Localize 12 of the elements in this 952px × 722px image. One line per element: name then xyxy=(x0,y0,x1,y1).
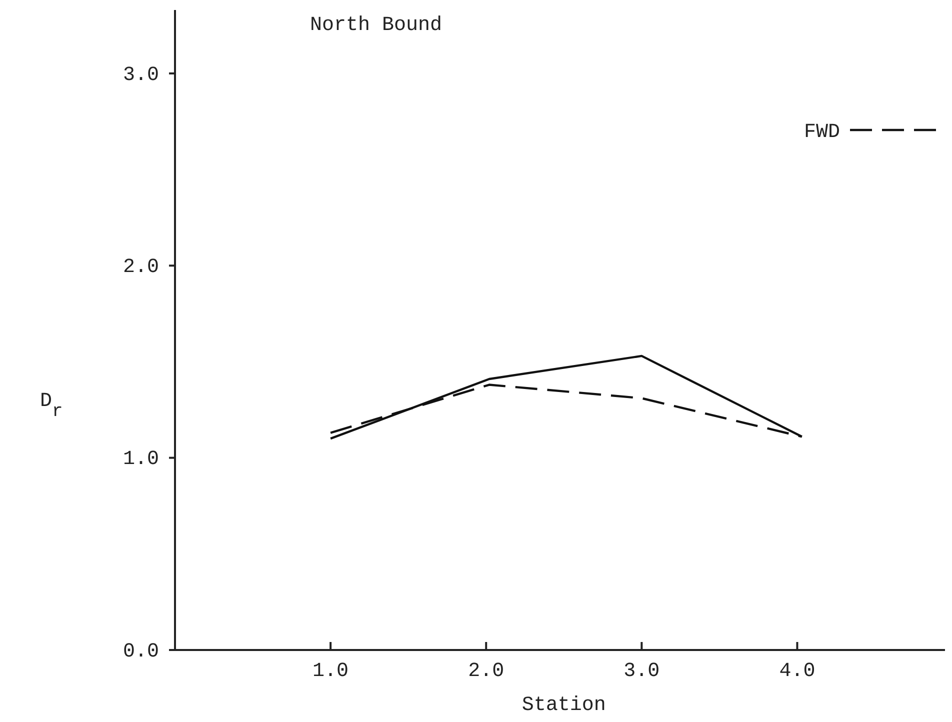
y-axis-title: D$_{r}$ xyxy=(40,390,63,422)
x-tick-label: 4.0 xyxy=(779,660,816,684)
chart-title: North Bound xyxy=(310,14,442,37)
legend-label: FWD xyxy=(804,121,840,144)
x-axis-title: Station xyxy=(522,694,606,717)
x-tick-label: 2.0 xyxy=(468,660,504,684)
y-tick-label: 3.0 xyxy=(122,64,159,87)
y-tick-label: 1.0 xyxy=(122,448,159,472)
y-tick-label: 2.0 xyxy=(122,256,159,280)
y-tick-label: 0.0 xyxy=(122,640,159,664)
x-tick-label: 3.0 xyxy=(624,660,660,684)
x-tick-label: 1.0 xyxy=(312,660,349,684)
